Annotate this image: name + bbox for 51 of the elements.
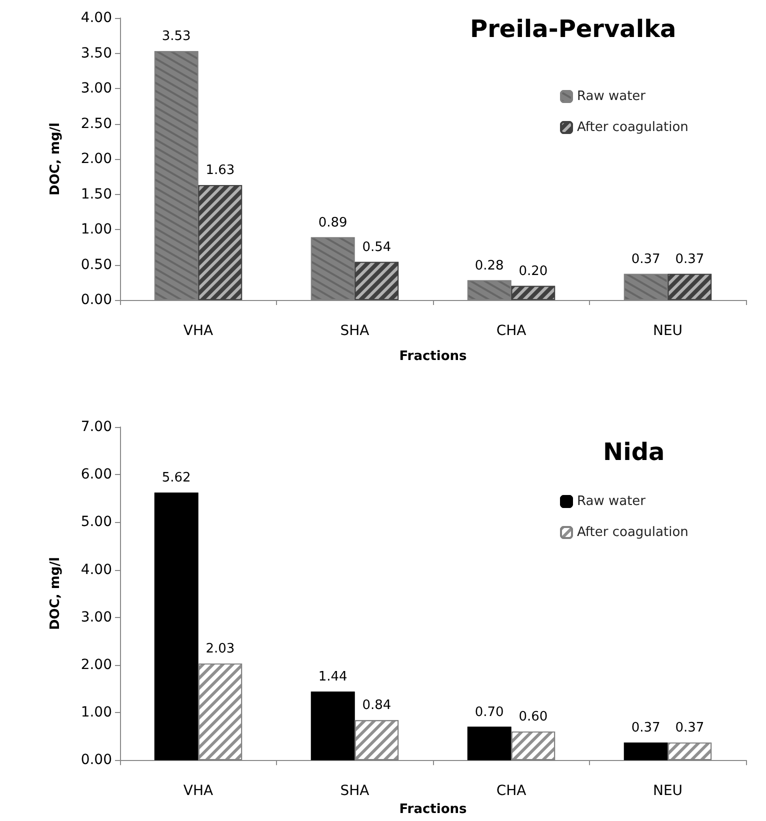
x-axis-title: Fractions — [399, 349, 468, 364]
y-tick-label: 0.50 — [80, 256, 112, 273]
y-axis-title: DOC, mg/l — [48, 122, 63, 196]
data-label: 0.54 — [362, 240, 392, 255]
data-label: 0.37 — [631, 252, 660, 267]
y-tick-label: 1.00 — [80, 704, 112, 721]
y-tick-label: 6.00 — [80, 466, 112, 483]
x-tick-label: VHA — [183, 323, 214, 339]
y-tick-label: 2.00 — [80, 151, 112, 167]
y-tick-label: 3.50 — [80, 45, 112, 62]
y-tick-label: 1.00 — [80, 222, 112, 238]
data-label: 1.44 — [318, 670, 348, 685]
y-tick-label: 1.50 — [80, 186, 112, 202]
data-label: 3.53 — [162, 29, 191, 44]
y-tick-label: 5.00 — [80, 514, 112, 530]
data-label: 0.37 — [675, 720, 704, 736]
data-label: 5.62 — [162, 470, 191, 486]
x-tick-label: NEU — [652, 323, 683, 339]
data-label: 0.37 — [675, 252, 704, 267]
y-tick-label: 7.00 — [80, 419, 112, 435]
data-label: 0.20 — [518, 264, 548, 279]
data-label: 0.28 — [474, 258, 504, 274]
y-tick-label: 4.00 — [80, 10, 112, 26]
y-tick-label: 3.00 — [80, 609, 112, 626]
data-label: 2.03 — [206, 642, 235, 656]
y-tick-label: 2.50 — [80, 116, 112, 132]
text: Nida — [603, 438, 665, 466]
x-tick-label: VHA — [183, 783, 214, 800]
y-tick-label: 2.00 — [80, 656, 112, 673]
y-tick-label: 0.00 — [80, 752, 112, 768]
data-label: 1.63 — [206, 163, 235, 178]
legend-label: After coagulation — [577, 525, 688, 540]
x-tick-label: SHA — [340, 323, 370, 339]
data-label: 0.89 — [318, 215, 348, 230]
data-label: 0.37 — [631, 720, 660, 736]
data-label: 0.70 — [474, 704, 504, 720]
x-axis-title: Fractions — [399, 802, 468, 817]
x-tick-label: CHA — [496, 783, 527, 800]
y-axis-title: DOC, mg/l — [48, 557, 63, 630]
x-tick-label: NEU — [652, 783, 683, 800]
chart-title: Preila-Pervalka — [470, 15, 676, 43]
data-label: 0.60 — [518, 710, 548, 725]
y-tick-label: 4.00 — [80, 562, 112, 578]
legend-label: After coagulation — [577, 120, 688, 135]
y-tick-label: 3.00 — [80, 80, 112, 96]
y-tick-label: 0.00 — [80, 292, 112, 308]
x-tick-label: SHA — [340, 783, 370, 800]
data-label: 0.84 — [362, 698, 392, 714]
legend-label: Raw water — [577, 494, 646, 509]
x-tick-label: CHA — [496, 323, 527, 339]
legend-label: Raw water — [577, 89, 646, 104]
